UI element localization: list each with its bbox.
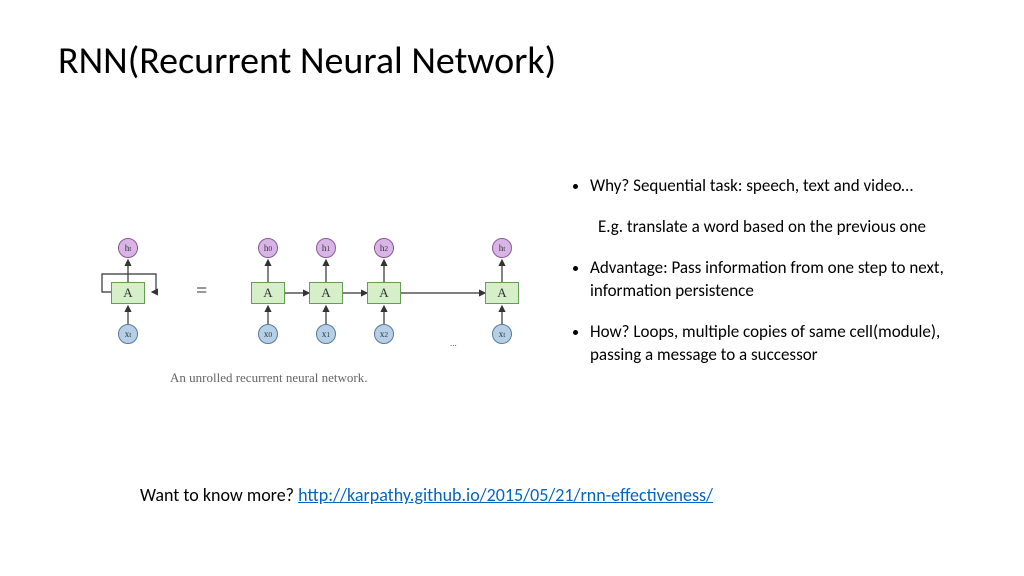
a-cell: A [309, 282, 343, 304]
ellipsis: ... [450, 338, 457, 348]
equals-sign: = [196, 280, 207, 303]
bullet-item: How? Loops, multiple copies of same cell… [590, 321, 995, 367]
footer-text: Want to know more? http://karpathy.githu… [140, 484, 713, 506]
h-node: h2 [374, 238, 394, 258]
diagram-caption: An unrolled recurrent neural network. [170, 370, 367, 386]
page-title: RNN(Recurrent Neural Network) [58, 38, 556, 84]
bullet-list: Why? Sequential task: speech, text and v… [560, 175, 995, 385]
x-node: xt [118, 324, 138, 344]
a-cell: A [485, 282, 519, 304]
a-cell: A [367, 282, 401, 304]
rnn-diagram: ht A xt = h0 Ax0 h1 Ax1 h2 Ax2 ht Axt ... [88, 220, 548, 390]
x-node: x0 [258, 324, 278, 344]
reference-link[interactable]: http://karpathy.github.io/2015/05/21/rnn… [298, 484, 713, 506]
footer-prefix: Want to know more? [140, 484, 298, 506]
h-node: ht [492, 238, 512, 258]
x-node: xt [492, 324, 512, 344]
x-node: x2 [374, 324, 394, 344]
h-node: h0 [258, 238, 278, 258]
a-cell: A [111, 282, 145, 304]
bullet-subtext: E.g. translate a word based on the previ… [590, 216, 995, 239]
h-node: ht [118, 238, 138, 258]
bullet-item: Why? Sequential task: speech, text and v… [590, 175, 995, 198]
a-cell: A [251, 282, 285, 304]
h-node: h1 [316, 238, 336, 258]
x-node: x1 [316, 324, 336, 344]
bullet-item: Advantage: Pass information from one ste… [590, 257, 995, 303]
